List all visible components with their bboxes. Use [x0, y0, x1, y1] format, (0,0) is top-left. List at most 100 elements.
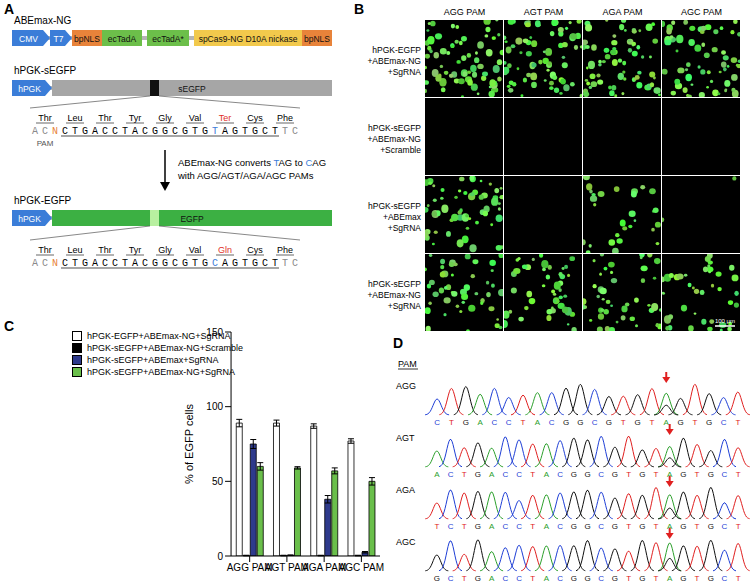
svg-text:T: T [521, 418, 526, 427]
svg-text:C: C [102, 258, 108, 269]
svg-text:T: T [530, 470, 535, 479]
svg-text:T: T [736, 470, 741, 479]
svg-text:T: T [192, 126, 198, 137]
svg-text:C: C [516, 470, 522, 479]
svg-text:T: T [695, 574, 700, 583]
svg-text:hPGK-EGFP: hPGK-EGFP [372, 45, 421, 55]
svg-text:PAM: PAM [37, 139, 54, 148]
svg-text:Val: Val [189, 245, 201, 255]
svg-text:A: A [222, 126, 228, 137]
svg-text:C: C [448, 522, 454, 531]
svg-text:+ABEmax-NG: +ABEmax-NG [367, 134, 421, 144]
svg-text:C: C [721, 418, 727, 427]
svg-text:C: C [112, 126, 118, 137]
svg-text:AGT PAM: AGT PAM [524, 7, 564, 17]
svg-text:% of EGFP cells: % of EGFP cells [183, 404, 195, 484]
svg-text:AGG PAM: AGG PAM [444, 7, 485, 17]
svg-text:G: G [708, 522, 714, 531]
svg-text:C: C [722, 470, 728, 479]
svg-text:C: C [262, 258, 268, 269]
svg-text:C: C [506, 418, 512, 427]
svg-text:G: G [680, 574, 686, 583]
svg-text:A: A [489, 522, 495, 531]
svg-text:T: T [695, 470, 700, 479]
svg-text:Cys: Cys [247, 113, 263, 123]
svg-text:T: T [272, 126, 278, 137]
svg-text:C: C [549, 418, 555, 427]
svg-text:G: G [82, 126, 88, 137]
svg-text:C: C [448, 574, 454, 583]
svg-text:Phe: Phe [277, 245, 293, 255]
svg-text:A: A [535, 418, 541, 427]
svg-text:G: G [82, 258, 88, 269]
svg-text:T: T [654, 470, 659, 479]
svg-text:C: C [502, 522, 508, 531]
svg-text:G: G [612, 574, 618, 583]
svg-text:Cys: Cys [247, 245, 263, 255]
svg-text:EGFP: EGFP [180, 214, 203, 224]
svg-text:T: T [462, 470, 467, 479]
svg-text:C: C [516, 522, 522, 531]
svg-text:Phe: Phe [277, 113, 293, 123]
svg-text:G: G [612, 470, 618, 479]
svg-text:C: C [102, 126, 108, 137]
svg-text:G: G [162, 258, 168, 269]
svg-text:T: T [434, 522, 439, 531]
svg-text:C: C [292, 258, 298, 269]
svg-text:G: G [182, 258, 188, 269]
svg-text:G: G [680, 522, 686, 531]
svg-text:AGC: AGC [396, 537, 416, 547]
svg-text:D: D [393, 335, 403, 351]
svg-text:G: G [252, 258, 258, 269]
svg-text:AGG: AGG [396, 381, 416, 391]
svg-text:T: T [692, 418, 697, 427]
svg-text:G: G [612, 522, 618, 531]
svg-text:100: 100 [206, 401, 223, 412]
svg-text:G: G [677, 418, 683, 427]
svg-text:hPGK-EGFP: hPGK-EGFP [14, 195, 72, 206]
svg-text:C: C [172, 258, 178, 269]
svg-text:T: T [735, 418, 740, 427]
svg-text:bpNLS: bpNLS [304, 34, 330, 44]
svg-text:G: G [182, 126, 188, 137]
svg-text:T: T [272, 258, 278, 269]
svg-text:T: T [626, 522, 631, 531]
svg-text:+ABEmax-NG: +ABEmax-NG [367, 56, 421, 66]
svg-text:Val: Val [189, 113, 201, 123]
svg-text:A: A [544, 574, 550, 583]
svg-text:+ABEmax: +ABEmax [383, 212, 422, 222]
svg-text:G: G [152, 126, 158, 137]
svg-text:AGC PAM: AGC PAM [339, 562, 384, 573]
svg-text:G: G [606, 418, 612, 427]
svg-text:A: A [92, 126, 98, 137]
svg-text:G: G [708, 470, 714, 479]
svg-text:G: G [571, 522, 577, 531]
svg-text:+SgRNA: +SgRNA [388, 223, 422, 233]
svg-text:C: C [142, 126, 148, 137]
svg-text:C: C [557, 470, 563, 479]
svg-text:Gly: Gly [158, 245, 172, 255]
svg-text:G: G [475, 470, 481, 479]
svg-text:T: T [282, 126, 288, 137]
svg-text:T: T [242, 126, 248, 137]
svg-text:ABEmax-NG converts TAG to CAG: ABEmax-NG converts TAG to CAG [178, 157, 326, 168]
svg-text:Gly: Gly [158, 113, 172, 123]
svg-text:T: T [449, 418, 454, 427]
svg-text:A: A [667, 574, 673, 583]
svg-text:C: C [492, 418, 498, 427]
svg-text:G: G [563, 418, 569, 427]
svg-text:AGA PAM: AGA PAM [603, 7, 643, 17]
svg-text:G: G [202, 126, 208, 137]
svg-text:G: G [634, 418, 640, 427]
svg-text:C: C [172, 126, 178, 137]
svg-text:PAM: PAM [398, 359, 417, 369]
svg-text:C: C [722, 574, 728, 583]
svg-text:G: G [252, 126, 258, 137]
svg-text:G: G [232, 126, 238, 137]
svg-text:G: G [162, 126, 168, 137]
svg-text:A: A [32, 126, 38, 137]
svg-text:Thr: Thr [38, 245, 52, 255]
svg-text:0: 0 [217, 551, 223, 562]
svg-text:C: C [598, 574, 604, 583]
svg-text:N: N [52, 126, 58, 137]
